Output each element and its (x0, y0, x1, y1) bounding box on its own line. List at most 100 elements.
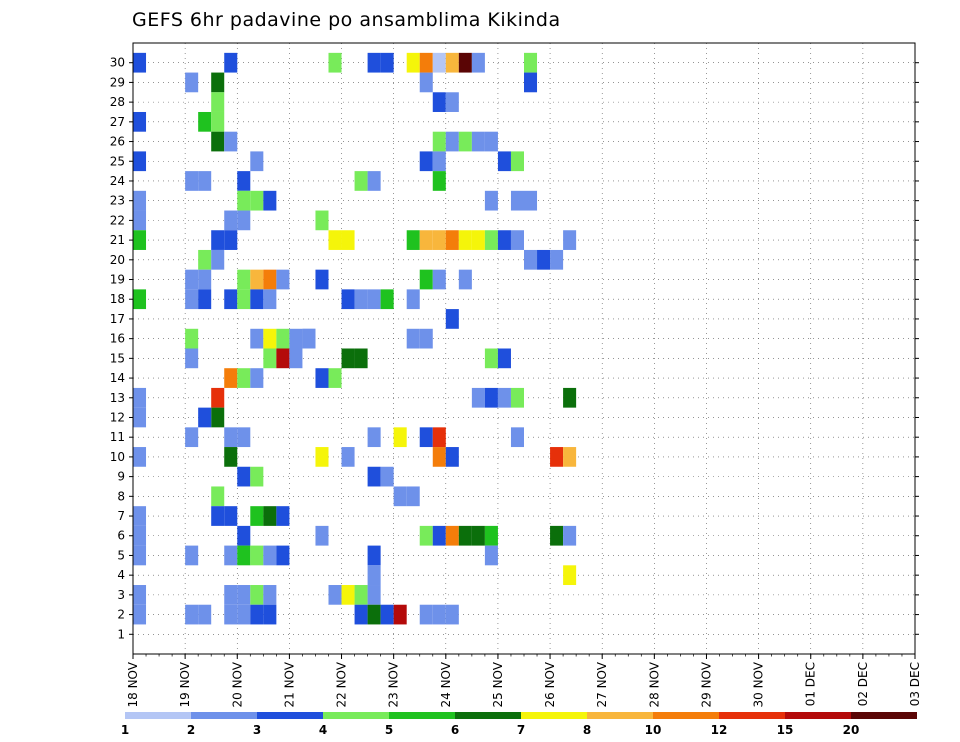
heatmap-cell (484, 190, 498, 211)
heatmap-cell (406, 230, 420, 250)
heatmap-cell (263, 190, 277, 211)
heatmap-cell (537, 249, 551, 270)
heatmap-cell (432, 171, 446, 191)
heatmap-cell (406, 486, 420, 507)
heatmap-cell (419, 427, 433, 448)
heatmap-cell (497, 387, 511, 408)
colorbar-swatch (851, 712, 917, 719)
heatmap-cell (497, 348, 511, 369)
y-tick-label: 19 (110, 273, 125, 287)
heatmap-cell (250, 190, 264, 211)
heatmap-cell (198, 171, 212, 191)
colorbar-swatch (455, 712, 521, 719)
heatmap-cell (380, 289, 394, 310)
heatmap-cell (550, 525, 564, 546)
heatmap-cell (263, 585, 277, 605)
heatmap-cell (224, 210, 238, 231)
heatmap-cell (185, 269, 199, 290)
heatmap-cell (237, 604, 251, 625)
heatmap-cell (211, 230, 225, 250)
heatmap-cell (458, 230, 472, 250)
heatmap-cell (198, 289, 212, 310)
heatmap-cell (510, 427, 524, 448)
heatmap-cell (289, 328, 303, 349)
heatmap-cell (237, 171, 251, 191)
heatmap-cell (224, 368, 238, 388)
x-tick-label: 02 DEC (856, 662, 870, 706)
y-tick-label: 27 (110, 115, 125, 129)
heatmap-cell (198, 111, 212, 132)
heatmap-cell (341, 585, 355, 605)
colorbar-swatch (587, 712, 653, 719)
heatmap-cell (458, 131, 472, 152)
heatmap-cell (133, 525, 147, 546)
x-axis-ticks: 18 NOV 19 NOV 20 NOV 21 NOV 22 NOV 23 NOV 24 N… (126, 654, 922, 708)
heatmap-cell (224, 230, 238, 250)
heatmap-cell (250, 545, 264, 566)
heatmap-cell (198, 269, 212, 290)
colorbar: 1 2 3 4 5 6 7 8 10 12 15 20 (121, 712, 917, 737)
y-tick-label: 26 (110, 135, 125, 149)
heatmap-cell (471, 52, 485, 73)
heatmap-cell (250, 328, 264, 349)
heatmap-cell (276, 328, 290, 349)
heatmap-cell (315, 368, 329, 388)
heatmap-cell (458, 525, 472, 546)
heatmap-cell (406, 289, 420, 310)
heatmap-cell (432, 447, 446, 467)
heatmap-cell (471, 525, 485, 546)
heatmap-cell (263, 328, 277, 349)
heatmap-cell (341, 289, 355, 310)
heatmap-cell (263, 269, 277, 290)
y-tick-label: 29 (110, 75, 125, 89)
y-tick-label: 6 (117, 529, 125, 543)
heatmap-cell (419, 525, 433, 546)
heatmap-cell (250, 368, 264, 388)
heatmap-cell (133, 52, 147, 73)
heatmap-cell (133, 585, 147, 605)
colorbar-label: 1 (121, 723, 129, 737)
colorbar-swatch (653, 712, 719, 719)
heatmap-cell (406, 52, 420, 73)
colorbar-swatch (719, 712, 785, 719)
heatmap-cell (185, 289, 199, 310)
x-tick-label: 19 NOV (178, 661, 192, 707)
heatmap-cell (237, 269, 251, 290)
heatmap-cell (237, 289, 251, 310)
heatmap-cell (276, 506, 290, 526)
heatmap-cell (484, 525, 498, 546)
heatmap-cell (484, 348, 498, 369)
heatmap-cell (354, 604, 368, 625)
heatmap-cell (341, 447, 355, 467)
heatmap-cell (432, 230, 446, 250)
heatmap-cell (563, 230, 577, 250)
heatmap-cell (419, 52, 433, 73)
x-tick-label: 01 DEC (804, 662, 818, 706)
heatmap-cell (185, 348, 199, 369)
heatmap-cell (471, 230, 485, 250)
heatmap-cell (250, 466, 264, 487)
heatmap-cell (510, 190, 524, 211)
heatmap-cell (133, 190, 147, 211)
heatmap-cell (224, 506, 238, 526)
heatmap-cell (276, 545, 290, 566)
heatmap-cell (211, 486, 225, 507)
y-tick-label: 8 (117, 489, 125, 503)
heatmap-cell (133, 230, 147, 250)
heatmap-cell (211, 407, 225, 428)
y-tick-label: 11 (110, 430, 125, 444)
heatmap-cell (276, 269, 290, 290)
heatmap-cell (484, 545, 498, 566)
heatmap-cell (367, 545, 381, 566)
heatmap-cell (211, 387, 225, 408)
y-tick-label: 5 (117, 548, 125, 562)
heatmap-cell (367, 565, 381, 586)
heatmap-cell (510, 151, 524, 172)
heatmap-cell (367, 427, 381, 448)
heatmap-cell (276, 348, 290, 369)
heatmap-cell (211, 506, 225, 526)
heatmap-cell (419, 151, 433, 172)
heatmap-cell (563, 565, 577, 586)
colorbar-label: 12 (711, 723, 728, 737)
